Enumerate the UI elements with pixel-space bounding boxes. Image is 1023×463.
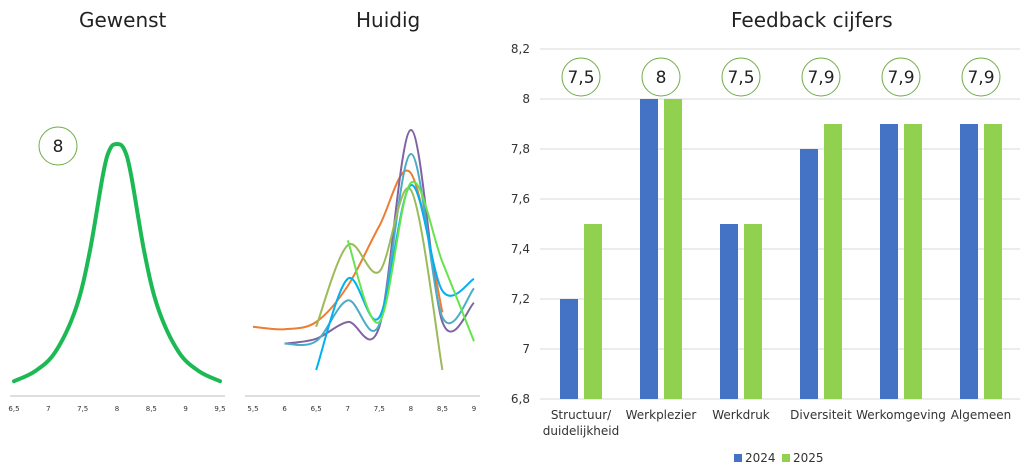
- desired-x-tick-label: 7,5: [77, 405, 88, 413]
- desired-chart-title: Gewenst: [79, 8, 167, 32]
- feedback-bar-2024: [560, 299, 578, 399]
- desired-chart: 6,5 7 7,5 8 8,5 9 9,5 8: [8, 126, 226, 413]
- legend-label-2025: 2025: [793, 451, 824, 463]
- feedback-value-bubble: [881, 57, 921, 97]
- desired-x-tick-label: 6,5: [8, 405, 19, 413]
- feedback-value-bubble: [641, 57, 681, 97]
- feedback-category-label: Werkplezier: [626, 408, 697, 422]
- feedback-bar-2024: [880, 124, 898, 399]
- feedback-y-tick-label: 7: [522, 342, 530, 356]
- current-chart-title: Huidig: [356, 8, 421, 32]
- feedback-value-bubble: [561, 57, 601, 97]
- feedback-value-bubble: [961, 57, 1001, 97]
- legend-label-2024: 2024: [745, 451, 776, 463]
- feedback-category-label: Algemeen: [951, 408, 1012, 422]
- desired-value-bubble: [38, 126, 78, 166]
- desired-x-tick-label: 8: [115, 405, 119, 413]
- feedback-y-tick-label: 7,8: [511, 142, 530, 156]
- feedback-value-bubble-label: 7,9: [807, 68, 834, 88]
- feedback-bar-2024: [720, 224, 738, 399]
- feedback-y-tick-label: 7,2: [511, 292, 530, 306]
- current-x-tick-label: 6,5: [311, 405, 322, 413]
- feedback-category-label: duidelijkheid: [543, 424, 619, 438]
- feedback-chart-title: Feedback cijfers: [731, 8, 893, 32]
- feedback-value-bubble-label: 8: [656, 68, 667, 88]
- desired-x-tick-label: 9: [183, 405, 187, 413]
- current-x-tick-label: 8,5: [437, 405, 448, 413]
- feedback-value-bubble-label: 7,9: [967, 68, 994, 88]
- desired-x-tick-label: 9,5: [214, 405, 225, 413]
- feedback-y-tick-label: 8,2: [511, 42, 530, 56]
- feedback-chart: 6,8 7 7,2 7,4 7,6 7,8 8 8,2 Structuur/duidelijkh…: [511, 42, 1020, 463]
- feedback-category-label: Werkdruk: [712, 408, 770, 422]
- desired-curve-line: [12, 141, 222, 384]
- current-x-tick-label: 7: [345, 405, 349, 413]
- feedback-bar-2024: [960, 124, 978, 399]
- desired-x-tick-label: 8,5: [146, 405, 157, 413]
- feedback-value-bubble-label: 7,9: [887, 68, 914, 88]
- feedback-legend: 2024 2025: [734, 451, 824, 463]
- feedback-bar-2025: [744, 224, 762, 399]
- feedback-bar-2025: [984, 124, 1002, 399]
- desired-value-bubble-label: 8: [53, 137, 64, 157]
- feedback-bar-2025: [824, 124, 842, 399]
- feedback-category-label: Werkomgeving: [856, 408, 946, 422]
- current-x-tick-label: 9: [472, 405, 476, 413]
- current-series-line: [284, 128, 475, 345]
- feedback-value-bubble: [721, 57, 761, 97]
- feedback-bar-2025: [904, 124, 922, 399]
- feedback-category-label: Diversiteit: [790, 408, 852, 422]
- feedback-y-tick-label: 6,8: [511, 392, 530, 406]
- current-x-tick-label: 5,5: [247, 405, 258, 413]
- feedback-bar-2024: [640, 99, 658, 399]
- legend-swatch-2025: [782, 454, 790, 462]
- feedback-value-bubble-label: 7,5: [727, 68, 754, 88]
- legend-swatch-2024: [734, 454, 742, 462]
- feedback-bar-2025: [664, 99, 682, 399]
- current-series-line: [252, 169, 444, 331]
- current-chart: 5,5 6 6,5 7 7,5 8 8,5 9: [245, 128, 480, 413]
- current-x-tick-label: 6: [282, 405, 287, 413]
- feedback-bar-2025: [584, 224, 602, 399]
- feedback-value-bubble: [801, 57, 841, 97]
- current-series-line: [346, 180, 475, 342]
- current-x-tick-label: 7,5: [374, 405, 385, 413]
- feedback-y-tick-label: 8: [522, 92, 530, 106]
- desired-x-tick-label: 7: [46, 405, 50, 413]
- feedback-bar-2024: [800, 149, 818, 399]
- current-series-line: [284, 152, 475, 347]
- current-x-tick-label: 8: [409, 405, 413, 413]
- feedback-category-label: Structuur/: [551, 408, 612, 422]
- feedback-value-bubble-label: 7,5: [567, 68, 594, 88]
- feedback-y-tick-label: 7,6: [511, 192, 530, 206]
- current-series-line: [315, 186, 444, 371]
- feedback-y-tick-label: 7,4: [511, 242, 530, 256]
